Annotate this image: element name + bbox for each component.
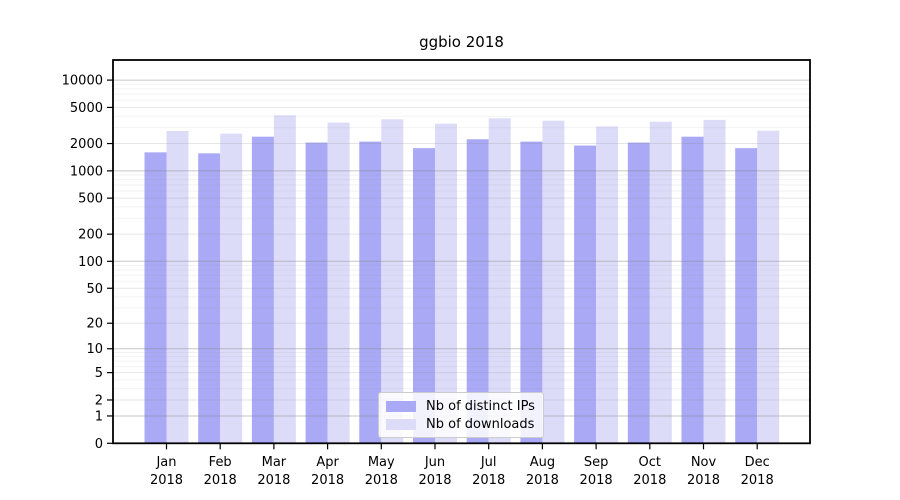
x-tick-label-month: Nov	[691, 455, 717, 470]
chart-title: ggbio 2018	[419, 33, 504, 51]
bar-downloads-jun	[435, 123, 457, 444]
x-tick-label-year: 2018	[741, 473, 774, 488]
x-tick-label-month: Apr	[316, 455, 339, 470]
legend-label-distinct-ips: Nb of distinct IPs	[426, 398, 535, 414]
y-tick-label: 20	[86, 317, 103, 332]
x-tick-label-month: Jun	[424, 455, 445, 470]
x-tick-label-year: 2018	[472, 473, 505, 488]
x-tick-label-year: 2018	[150, 473, 183, 488]
x-tick-label-month: May	[368, 455, 395, 470]
x-tick-label-year: 2018	[365, 473, 398, 488]
y-tick-label: 200	[78, 228, 103, 243]
bar-distinct-ips-sep	[574, 145, 597, 444]
x-tick-label-month: Jan	[155, 455, 176, 470]
y-tick-label: 1	[95, 409, 103, 424]
x-tick-label-month: Feb	[209, 455, 232, 470]
y-tick-label: 1000	[70, 164, 103, 179]
y-tick-label: 5000	[70, 101, 103, 116]
x-tick-label-year: 2018	[311, 473, 344, 488]
legend-swatch-distinct-ips	[386, 400, 416, 412]
bar-distinct-ips-jun	[413, 148, 435, 444]
x-tick-label-month: Mar	[262, 455, 287, 470]
bar-downloads-dec	[757, 130, 780, 444]
y-tick-label: 50	[86, 282, 103, 297]
x-tick-label-month: Oct	[639, 455, 661, 470]
bar-distinct-ips-jul	[466, 139, 489, 444]
y-tick-label: 5	[95, 366, 103, 381]
legend-swatch-downloads	[386, 418, 416, 430]
bar-downloads-oct	[649, 121, 672, 444]
x-tick-label-year: 2018	[526, 473, 559, 488]
bar-downloads-aug	[542, 120, 565, 444]
x-tick-label-year: 2018	[418, 473, 451, 488]
bar-downloads-sep	[596, 126, 619, 444]
bar-distinct-ips-aug	[520, 141, 543, 444]
legend: Nb of distinct IPs Nb of downloads	[378, 392, 544, 438]
bar-distinct-ips-may	[359, 141, 382, 444]
x-tick-label-month: Sep	[584, 455, 609, 470]
legend-item-distinct-ips: Nb of distinct IPs	[386, 399, 536, 414]
bar-distinct-ips-apr	[305, 142, 328, 444]
bar-downloads-jul	[488, 118, 511, 444]
x-tick-label-month: Aug	[530, 455, 555, 470]
bar-downloads-apr	[327, 122, 350, 444]
x-tick-label-year: 2018	[687, 473, 720, 488]
x-tick-label-year: 2018	[580, 473, 613, 488]
y-tick-label: 2	[95, 393, 103, 408]
y-tick-label: 10	[86, 342, 103, 357]
bar-distinct-ips-mar	[251, 136, 274, 444]
y-tick-label: 500	[78, 192, 103, 207]
bar-distinct-ips-nov	[681, 136, 704, 444]
x-tick-label-year: 2018	[257, 473, 290, 488]
bar-downloads-mar	[273, 115, 296, 444]
x-tick-label-month: Jul	[480, 455, 497, 470]
bar-distinct-ips-feb	[198, 153, 221, 444]
legend-item-downloads: Nb of downloads	[386, 417, 536, 432]
legend-label-downloads: Nb of downloads	[426, 416, 535, 432]
y-tick-label: 10000	[62, 74, 103, 89]
bar-downloads-jan	[166, 130, 189, 444]
bar-downloads-nov	[703, 119, 726, 444]
bar-distinct-ips-dec	[735, 148, 758, 444]
x-tick-label-year: 2018	[204, 473, 237, 488]
bar-downloads-may	[381, 119, 404, 444]
x-tick-label-month: Dec	[745, 455, 770, 470]
y-tick-label: 100	[78, 255, 103, 270]
y-tick-label: 0	[95, 437, 103, 452]
bar-distinct-ips-oct	[627, 142, 650, 444]
x-tick-label-year: 2018	[633, 473, 666, 488]
bar-distinct-ips-jan	[144, 152, 167, 444]
y-tick-label: 2000	[70, 137, 103, 152]
plot-frame	[112, 59, 811, 445]
bar-downloads-feb	[220, 133, 243, 444]
